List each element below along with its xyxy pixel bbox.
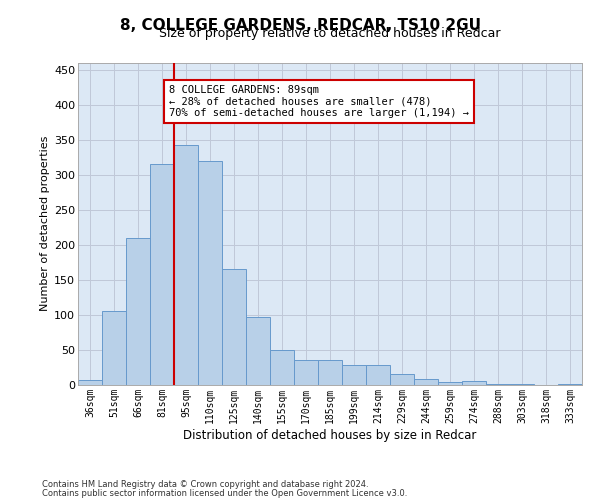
Text: 8, COLLEGE GARDENS, REDCAR, TS10 2GU: 8, COLLEGE GARDENS, REDCAR, TS10 2GU bbox=[119, 18, 481, 32]
Bar bbox=[78, 380, 102, 385]
Bar bbox=[102, 312, 126, 385]
X-axis label: Distribution of detached houses by size in Redcar: Distribution of detached houses by size … bbox=[184, 428, 476, 442]
Bar bbox=[294, 360, 318, 385]
Bar bbox=[366, 364, 390, 385]
Bar bbox=[558, 384, 582, 385]
Text: 8 COLLEGE GARDENS: 89sqm
← 28% of detached houses are smaller (478)
70% of semi-: 8 COLLEGE GARDENS: 89sqm ← 28% of detach… bbox=[169, 85, 469, 118]
Bar bbox=[462, 382, 486, 385]
Text: Contains HM Land Registry data © Crown copyright and database right 2024.: Contains HM Land Registry data © Crown c… bbox=[42, 480, 368, 489]
Bar bbox=[222, 270, 246, 385]
Bar bbox=[126, 238, 150, 385]
Bar bbox=[270, 350, 294, 385]
Bar bbox=[438, 382, 462, 385]
Bar bbox=[174, 144, 198, 385]
Bar bbox=[318, 360, 342, 385]
Bar bbox=[342, 364, 366, 385]
Bar bbox=[390, 374, 414, 385]
Y-axis label: Number of detached properties: Number of detached properties bbox=[40, 136, 50, 312]
Text: Contains public sector information licensed under the Open Government Licence v3: Contains public sector information licen… bbox=[42, 488, 407, 498]
Bar bbox=[414, 380, 438, 385]
Title: Size of property relative to detached houses in Redcar: Size of property relative to detached ho… bbox=[159, 28, 501, 40]
Bar bbox=[150, 164, 174, 385]
Bar bbox=[246, 317, 270, 385]
Bar bbox=[198, 160, 222, 385]
Bar bbox=[510, 384, 534, 385]
Bar bbox=[486, 384, 510, 385]
